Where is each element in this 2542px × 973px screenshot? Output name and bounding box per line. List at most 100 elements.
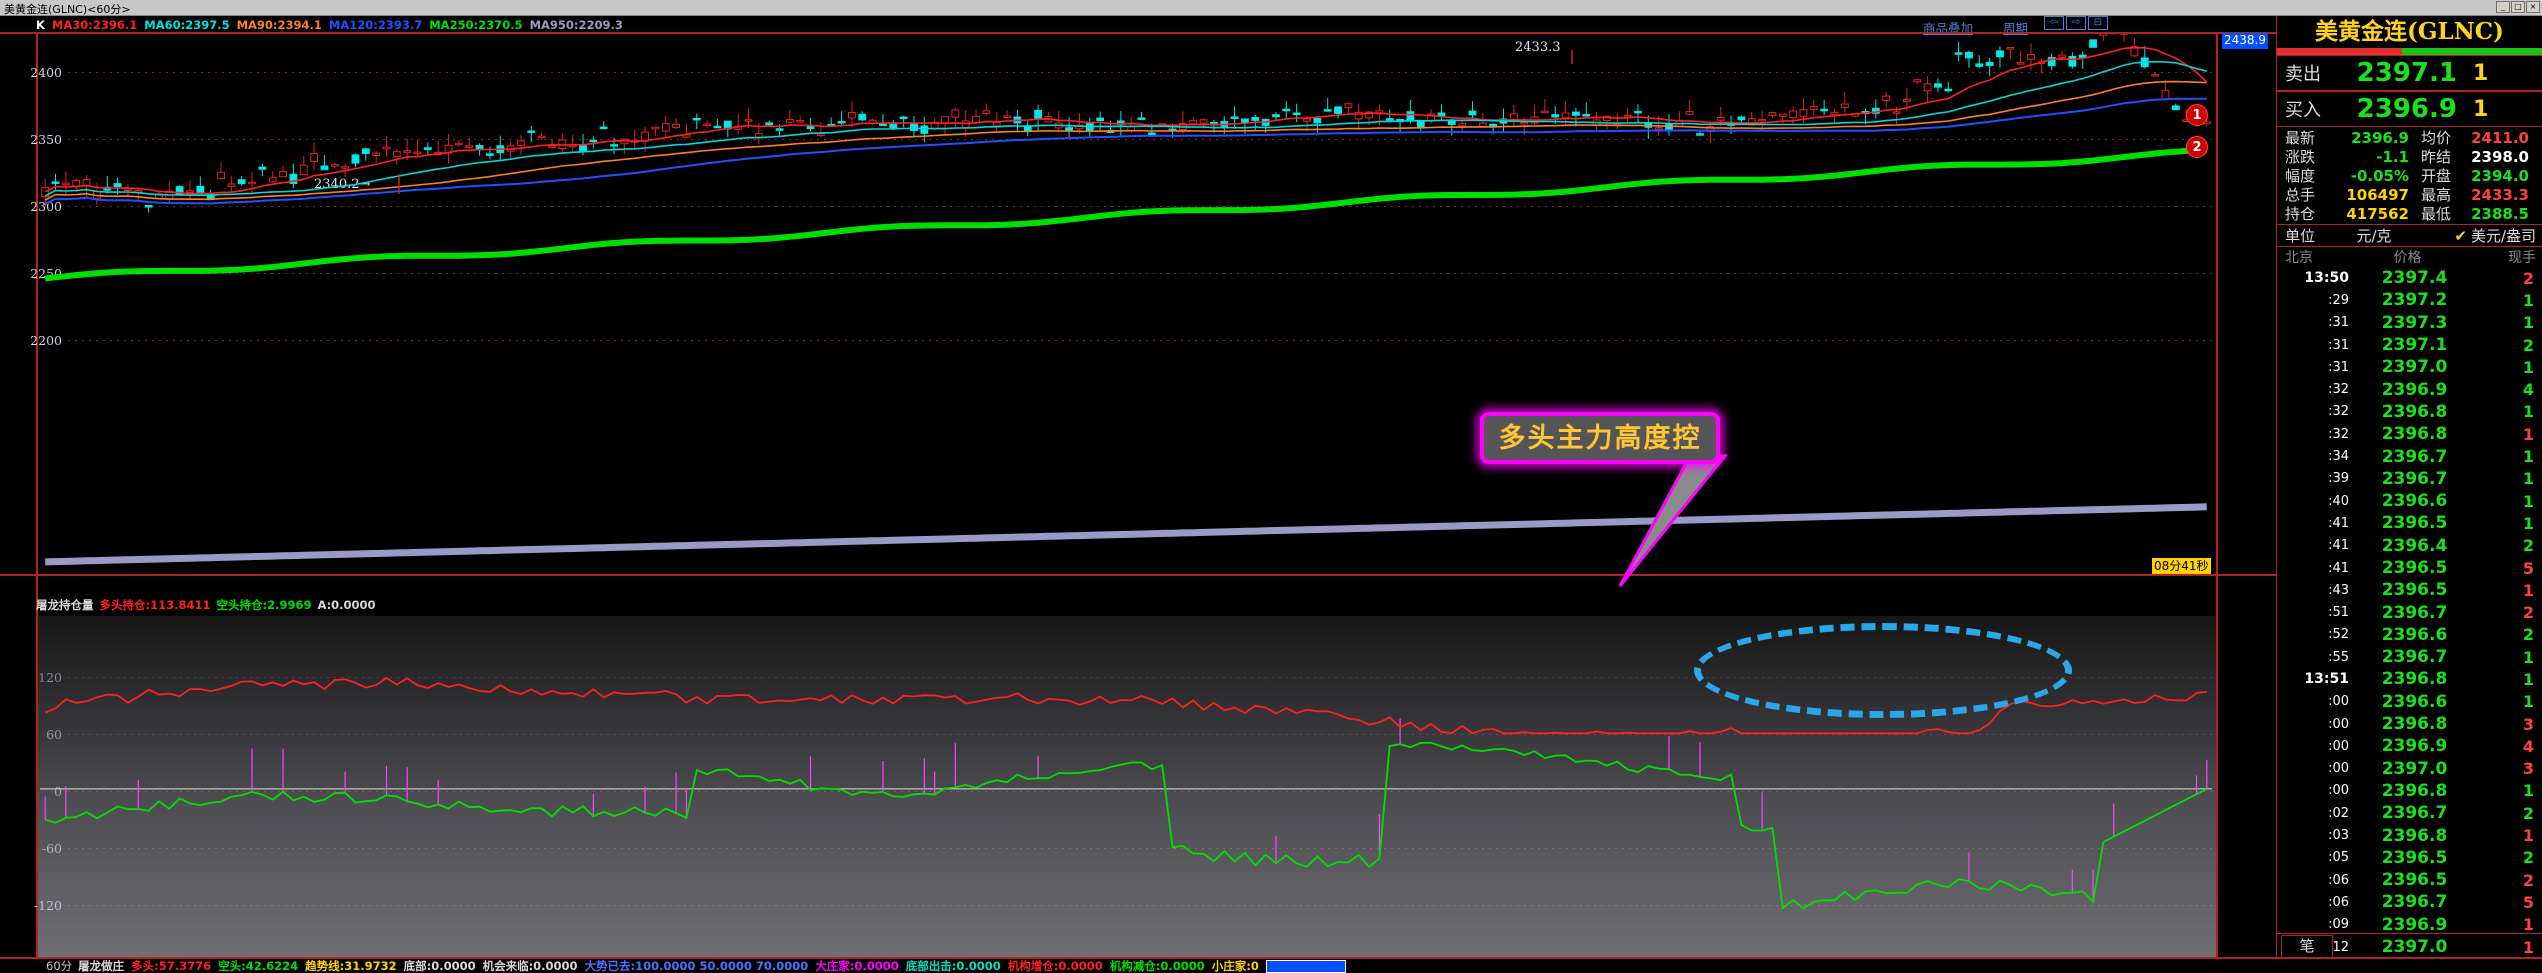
tick-volume: 1 (2522, 937, 2534, 957)
stat-row-1: 涨跌 -1.1 昨结 2398.0 (2277, 147, 2542, 167)
tick-row[interactable]: :12 2397.0 1 (2277, 936, 2542, 958)
tick-row[interactable]: :06 2396.7 5 (2277, 891, 2542, 913)
minimize-button[interactable]: _ (2496, 1, 2510, 13)
y-axis-label: 2200 (30, 333, 62, 348)
stat-value-left: 106497 (2346, 185, 2409, 204)
tick-row[interactable]: :41 2396.5 1 (2277, 512, 2542, 534)
tick-volume: 1 (2522, 826, 2534, 846)
unit-option-ounce[interactable]: ✔ 美元/盎司 (2419, 225, 2542, 246)
tick-time: :31 (2328, 315, 2349, 331)
ask-volume: 1 (2473, 60, 2489, 86)
tick-row[interactable]: :55 2396.7 1 (2277, 646, 2542, 668)
tick-row[interactable]: :32 2396.8 1 (2277, 401, 2542, 423)
tick-row[interactable]: :31 2397.1 2 (2277, 334, 2542, 356)
tick-volume: 1 (2522, 647, 2534, 667)
tick-volume: 1 (2522, 424, 2534, 444)
ma-legend-item-4: MA120:2393.7 (328, 18, 423, 32)
arrow-right-icon[interactable]: ⇨ (2066, 16, 2086, 30)
tick-row[interactable]: :00 2397.0 3 (2277, 758, 2542, 780)
tick-row[interactable]: :29 2397.2 1 (2277, 289, 2542, 311)
tick-row[interactable]: :32 2396.9 4 (2277, 378, 2542, 400)
y-axis-label: 2350 (30, 132, 62, 147)
tick-time: :00 (2328, 783, 2349, 799)
price-chart-canvas (41, 34, 2211, 566)
tick-col-time: 北京 (2285, 250, 2313, 266)
tick-row[interactable]: :32 2396.8 1 (2277, 423, 2542, 445)
chart-area[interactable]: K MA30:2396.1 MA60:2397.5 MA90:2394.1 MA120:… (0, 16, 2276, 957)
tick-row[interactable]: :03 2396.8 1 (2277, 824, 2542, 846)
tick-price: 2396.7 (2381, 647, 2448, 668)
tick-volume: 1 (2522, 290, 2534, 310)
tick-price: 2396.6 (2381, 624, 2448, 645)
tick-row[interactable]: :05 2396.5 2 (2277, 847, 2542, 869)
stat-label-left: 幅度 (2285, 167, 2316, 185)
tick-row[interactable]: :41 2396.5 5 (2277, 557, 2542, 579)
window-title: 美黄金连(GLNC)<60分> (4, 3, 131, 16)
tick-time: 13:51 (2304, 671, 2349, 688)
annotation-callout: 多头主力高度控 (1480, 412, 1720, 464)
tick-price: 2396.4 (2381, 535, 2448, 556)
chart-left-axis-line (36, 32, 38, 957)
status-item-5: 机会来临:0.0000 (482, 959, 578, 973)
stat-label-right: 均价 (2421, 129, 2452, 147)
tab-ticks[interactable]: 笔 (2281, 935, 2333, 957)
tick-time: :09 (2328, 917, 2349, 933)
tick-time: :41 (2328, 560, 2349, 576)
tick-row[interactable]: :39 2396.7 1 (2277, 468, 2542, 490)
gridline (68, 206, 2218, 207)
quote-panel: 美黄金连(GLNC) 卖出 2397.1 1 买入 2396.9 1 最新 239… (2276, 16, 2542, 973)
status-item-2: 空头:42.6224 (218, 959, 299, 973)
tick-row[interactable]: :41 2396.4 2 (2277, 535, 2542, 557)
tick-price: 2397.1 (2381, 335, 2448, 356)
tick-row[interactable]: :31 2397.3 1 (2277, 312, 2542, 334)
tick-price: 2396.6 (2381, 691, 2448, 712)
unit-option-ounce-label: 美元/盎司 (2470, 227, 2536, 245)
status-item-1: 多头:57.3776 (131, 959, 212, 973)
stat-row-4: 持仓 417562 最低 2388.5 (2277, 204, 2542, 224)
tick-row[interactable]: 13:51 2396.8 1 (2277, 668, 2542, 690)
tick-row[interactable]: :02 2396.7 2 (2277, 802, 2542, 824)
tick-row[interactable]: :00 2396.6 1 (2277, 691, 2542, 713)
arrow-left-icon[interactable]: ⇦ (2044, 16, 2064, 30)
status-item-3: 趋势线:31.9732 (305, 959, 397, 973)
tick-volume: 1 (2522, 580, 2534, 600)
maximize-button[interactable]: □ (2511, 1, 2525, 13)
tick-list[interactable]: 13:50 2397.4 2:29 2397.2 1:31 2397.3 1:31 2397.… (2277, 267, 2542, 973)
tick-price: 2397.4 (2381, 268, 2448, 289)
tick-row[interactable]: :31 2397.0 1 (2277, 356, 2542, 378)
tick-row[interactable]: :34 2396.7 1 (2277, 445, 2542, 467)
indicator-legend-item-2: 空头持仓:2.9969 (216, 598, 312, 612)
tick-volume: 2 (2522, 335, 2534, 355)
tick-row[interactable]: :06 2396.5 2 (2277, 869, 2542, 891)
callout-pointer (1618, 454, 1729, 587)
stat-label-right: 昨结 (2421, 148, 2452, 166)
gridline (68, 72, 2218, 73)
unit-option-gram[interactable]: 元/克 (2356, 227, 2392, 245)
tick-volume: 4 (2522, 380, 2534, 400)
tick-row[interactable]: :00 2396.8 1 (2277, 780, 2542, 802)
stat-label-right: 开盘 (2421, 167, 2452, 185)
tick-row[interactable]: :51 2396.7 2 (2277, 601, 2542, 623)
tick-row[interactable]: 13:50 2397.4 2 (2277, 267, 2542, 289)
marker-bubble-2[interactable]: 2 (2186, 136, 2208, 158)
tick-time: :40 (2328, 493, 2349, 509)
tick-row[interactable]: :09 2396.9 1 (2277, 914, 2542, 936)
tick-row[interactable]: :40 2396.6 1 (2277, 490, 2542, 512)
tick-price: 2396.8 (2381, 424, 2448, 445)
indicator-legend-item-1: 多头持仓:113.8411 (99, 598, 211, 612)
gridline (68, 340, 2218, 341)
bid-label: 买入 (2285, 100, 2321, 121)
close-button[interactable]: × (2526, 1, 2540, 13)
tick-row[interactable]: :00 2396.8 3 (2277, 713, 2542, 735)
tick-row[interactable]: :00 2396.9 4 (2277, 735, 2542, 757)
unit-selector[interactable]: 单位 元/克 ✔ 美元/盎司 (2277, 225, 2542, 247)
marker-bubble-1[interactable]: 1 (2186, 104, 2208, 126)
tick-price: 2396.6 (2381, 491, 2448, 512)
status-period: 60分 (46, 959, 73, 973)
tick-time: :06 (2328, 872, 2349, 888)
high-price-label: 2433.3 (1515, 40, 1561, 55)
tick-row[interactable]: :43 2396.5 1 (2277, 579, 2542, 601)
collapse-icon[interactable]: ⊟ (2088, 16, 2108, 30)
tick-volume: 1 (2522, 402, 2534, 422)
tick-row[interactable]: :52 2396.6 2 (2277, 624, 2542, 646)
